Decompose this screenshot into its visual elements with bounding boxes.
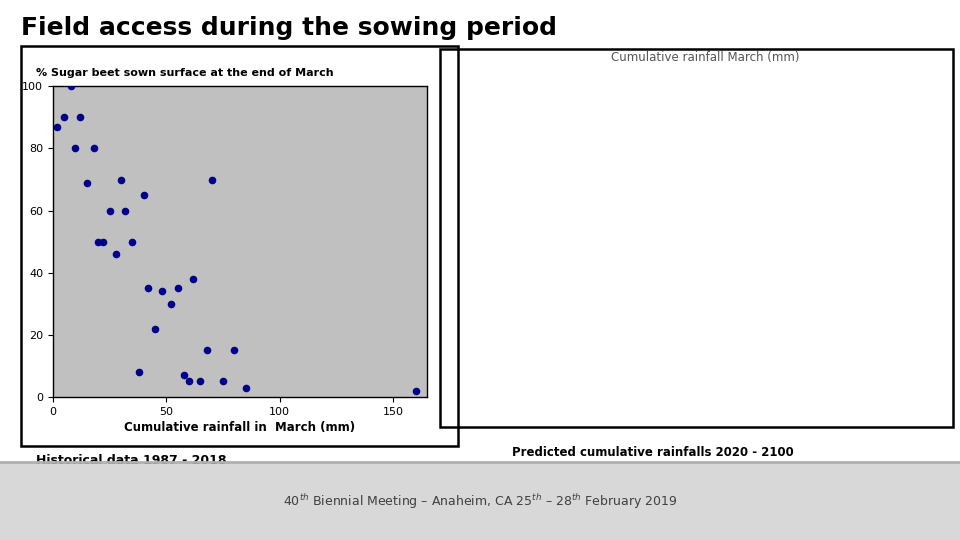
Bar <box>780 338 788 381</box>
Text: Cumulative rainfall March (mm): Cumulative rainfall March (mm) <box>612 51 800 64</box>
Bar <box>719 268 727 381</box>
Point <box>125 237 140 246</box>
Bar <box>841 319 849 381</box>
Bar <box>831 332 839 381</box>
Bar <box>668 289 676 381</box>
Point <box>136 191 152 199</box>
Point <box>57 113 72 122</box>
Point <box>63 82 79 91</box>
Point <box>177 371 192 380</box>
Bar <box>648 342 656 381</box>
Bar <box>546 346 554 381</box>
Bar <box>688 352 696 381</box>
Text: Field access during the sowing period: Field access during the sowing period <box>21 16 557 40</box>
Point <box>90 237 106 246</box>
Point <box>238 383 253 392</box>
Text: Cumulative rainfall in  March (mm): Cumulative rainfall in March (mm) <box>125 421 355 434</box>
Bar <box>679 377 686 381</box>
Text: % Sugar beet sown surface at the end of March: % Sugar beet sown surface at the end of … <box>36 68 334 78</box>
Bar <box>882 357 890 381</box>
Bar <box>852 210 859 381</box>
Point <box>186 274 202 283</box>
Point <box>102 206 117 215</box>
Point <box>204 175 219 184</box>
Bar <box>699 284 707 381</box>
Bar <box>892 129 900 381</box>
Bar <box>566 346 574 381</box>
Bar <box>587 284 594 381</box>
Point <box>50 123 65 131</box>
Bar <box>861 230 869 381</box>
Point <box>200 346 215 355</box>
Text: Predicted cumulative rainfalls 2020 - 2100: Predicted cumulative rainfalls 2020 - 21… <box>512 446 794 458</box>
Bar <box>801 284 808 381</box>
Point <box>95 237 110 246</box>
Point <box>79 178 94 187</box>
Bar <box>526 357 534 381</box>
Bar <box>617 287 625 381</box>
Bar <box>872 274 879 381</box>
Bar <box>760 313 767 381</box>
Text: Historical data 1987 - 2018: Historical data 1987 - 2018 <box>36 454 227 467</box>
Bar <box>597 264 605 381</box>
Point <box>68 144 84 153</box>
Bar <box>637 313 645 381</box>
Point <box>408 387 423 395</box>
Bar <box>750 299 757 381</box>
Point <box>193 377 208 386</box>
Point <box>154 287 169 296</box>
Bar <box>902 109 910 381</box>
Point <box>140 284 156 293</box>
Point <box>72 113 87 122</box>
Point <box>147 324 162 333</box>
Bar <box>730 319 737 381</box>
Bar <box>516 287 523 381</box>
Point <box>132 368 147 376</box>
Point <box>86 144 102 153</box>
Bar <box>506 342 514 381</box>
Point <box>170 284 185 293</box>
Point <box>118 206 133 215</box>
Point <box>227 346 242 355</box>
Bar <box>810 365 818 381</box>
Bar <box>912 177 920 381</box>
Bar <box>770 338 778 381</box>
Bar <box>577 264 585 381</box>
Point <box>113 175 129 184</box>
Bar <box>709 249 716 381</box>
Point <box>181 377 197 386</box>
Bar <box>790 322 798 381</box>
Bar <box>536 328 543 381</box>
Bar <box>628 274 636 381</box>
Bar <box>608 241 615 381</box>
Bar <box>557 338 564 381</box>
Bar <box>821 346 828 381</box>
Point <box>215 377 230 386</box>
Point <box>108 249 124 258</box>
Bar <box>739 338 747 381</box>
Bar <box>659 369 665 381</box>
Text: 40$^{th}$ Biennial Meeting – Anaheim, CA 25$^{th}$ – 28$^{th}$ February 2019: 40$^{th}$ Biennial Meeting – Anaheim, CA… <box>283 491 677 511</box>
Point <box>163 299 179 308</box>
